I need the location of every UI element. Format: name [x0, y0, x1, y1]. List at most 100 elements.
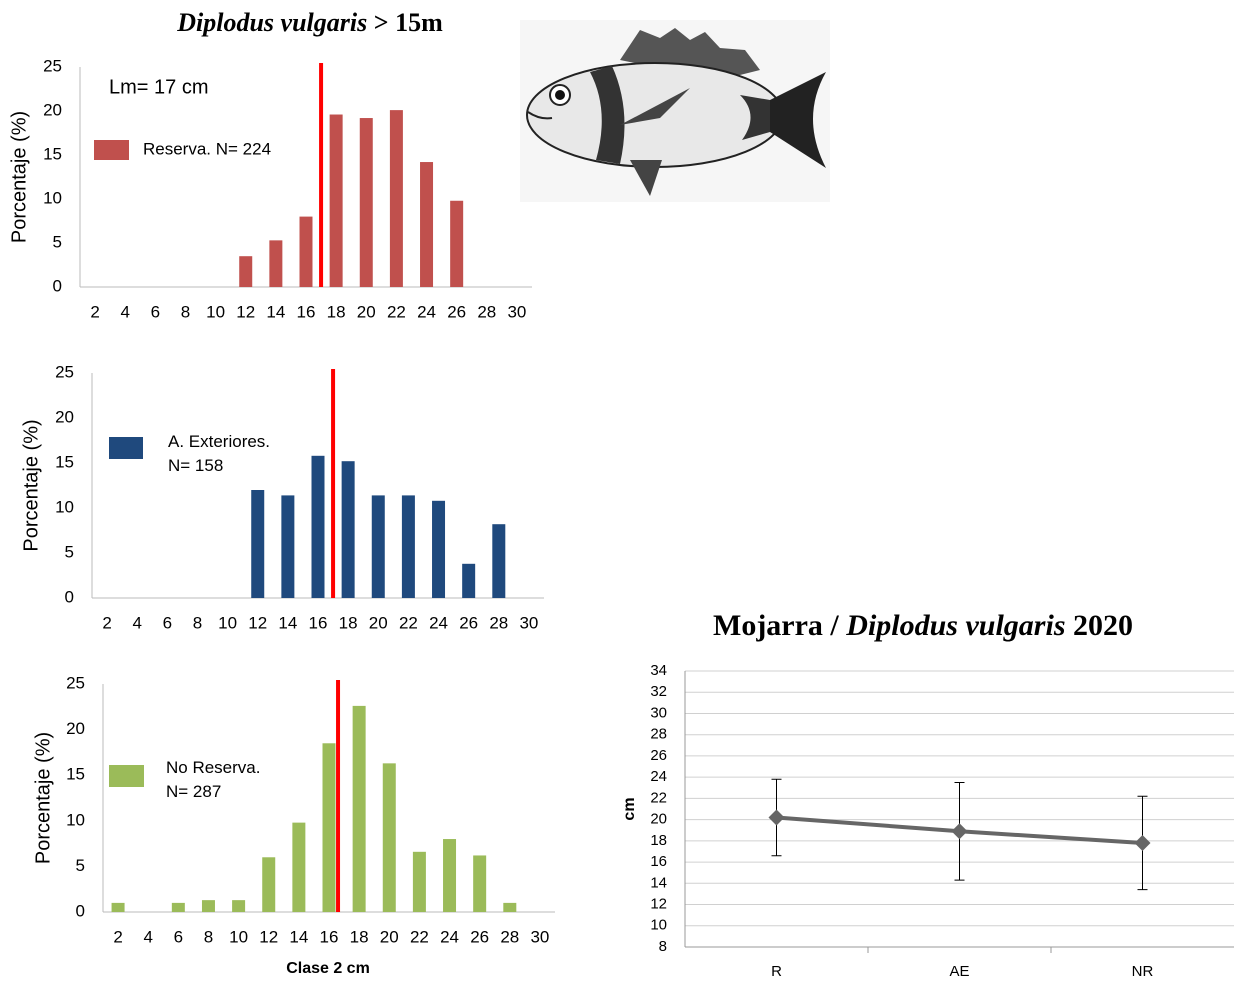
x-tick-label: 10: [218, 613, 237, 632]
x-tick-label: 26: [459, 613, 478, 632]
y-tick-label: 25: [43, 56, 62, 75]
x-tick-label: NR: [1132, 963, 1154, 980]
fish-illustration: [520, 20, 830, 202]
bar: [322, 743, 336, 912]
y-tick-label: 20: [55, 407, 74, 426]
y-tick-label: 18: [650, 832, 667, 849]
x-tick-label: 20: [357, 302, 376, 321]
y-tick-label: 0: [53, 276, 62, 295]
y-tick-label: 15: [43, 144, 62, 163]
x-tick-label: 20: [369, 613, 388, 632]
x-tick-label: 10: [206, 302, 225, 321]
y-tick-label: 32: [650, 683, 667, 700]
title-part: Diplodus vulgaris: [845, 609, 1065, 642]
x-tick-label: 10: [229, 927, 248, 946]
y-tick-label: 20: [650, 811, 667, 828]
y-tick-label: 0: [65, 587, 74, 606]
x-tick-label: 18: [339, 613, 358, 632]
y-tick-label: 15: [66, 765, 85, 784]
x-tick-label: 22: [399, 613, 418, 632]
bar: [171, 902, 185, 912]
x-tick-label: 22: [410, 927, 429, 946]
x-tick-label: 14: [278, 613, 297, 632]
y-tick-label: 10: [43, 188, 62, 207]
y-tick-label: 30: [650, 704, 667, 721]
x-tick-label: R: [771, 963, 782, 980]
x-tick-label: 26: [470, 927, 489, 946]
bar: [269, 240, 283, 287]
y-axis-label: Porcentaje (%): [8, 111, 30, 243]
bar: [251, 490, 265, 598]
bar: [281, 495, 295, 598]
bar: [359, 118, 373, 287]
x-tick-label: 8: [193, 613, 202, 632]
x-tick-label: 30: [530, 927, 549, 946]
bar: [341, 461, 355, 598]
y-tick-label: 22: [650, 789, 667, 806]
x-tick-label: 18: [327, 302, 346, 321]
y-tick-label: 25: [66, 673, 85, 692]
title-part: Diplodus vulgaris: [176, 8, 367, 37]
y-tick-label: 0: [76, 901, 85, 920]
bar: [311, 455, 325, 598]
bar: [239, 256, 253, 287]
y-axis-label: cm: [621, 797, 638, 820]
y-tick-label: 25: [55, 362, 74, 381]
y-tick-label: 28: [650, 726, 667, 743]
y-tick-label: 16: [650, 853, 667, 870]
x-tick-label: 30: [519, 613, 538, 632]
x-tick-label: 24: [417, 302, 436, 321]
x-tick-label: 4: [143, 927, 152, 946]
y-tick-label: 5: [65, 542, 74, 561]
bar: [111, 902, 125, 912]
y-tick-label: 5: [53, 232, 62, 251]
bar: [450, 200, 464, 287]
bar: [389, 110, 403, 288]
bar: [292, 822, 306, 912]
title-part: 2020: [1073, 609, 1133, 642]
annotation: Lm= 17 cm: [109, 76, 208, 98]
x-axis-label: Clase 2 cm: [286, 960, 370, 977]
y-axis-label: Porcentaje (%): [20, 419, 42, 551]
y-tick-label: 10: [66, 810, 85, 829]
bar: [299, 216, 313, 287]
y-tick-label: 14: [650, 874, 667, 891]
y-tick-label: 12: [650, 896, 667, 913]
y-tick-label: 5: [76, 856, 85, 875]
chart-title: Mojarra / Diplodus vulgaris 2020: [713, 609, 1133, 642]
legend-swatch: [109, 437, 143, 459]
x-tick-label: 16: [297, 302, 316, 321]
x-tick-label: 4: [132, 613, 141, 632]
y-axis-label: Porcentaje (%): [32, 732, 54, 864]
x-tick-label: 6: [163, 613, 172, 632]
x-tick-label: 16: [309, 613, 328, 632]
legend-label: No Reserva. N= 287: [166, 758, 260, 801]
x-tick-label: 20: [380, 927, 399, 946]
x-tick-label: 28: [489, 613, 508, 632]
x-tick-label: 12: [236, 302, 255, 321]
bar: [462, 563, 476, 598]
x-tick-label: 6: [151, 302, 160, 321]
title-part: > 15m: [374, 8, 443, 37]
bar: [201, 900, 215, 912]
bar: [503, 902, 517, 912]
x-tick-label: 24: [429, 613, 448, 632]
bar: [232, 900, 246, 912]
chart-title: Diplodus vulgaris > 15m: [176, 8, 443, 37]
y-tick-label: 15: [55, 452, 74, 471]
legend-label: A. Exteriores. N= 158: [168, 432, 270, 475]
marker: [951, 823, 968, 840]
bar: [443, 839, 457, 912]
legend-swatch: [109, 765, 144, 787]
y-tick-label: 24: [650, 768, 667, 785]
x-tick-label: 30: [507, 302, 526, 321]
x-tick-label: 28: [500, 927, 519, 946]
y-tick-label: 20: [66, 719, 85, 738]
y-tick-label: 26: [650, 747, 667, 764]
bar: [401, 495, 415, 598]
x-tick-label: 16: [320, 927, 339, 946]
x-tick-label: 12: [259, 927, 278, 946]
x-tick-label: 14: [266, 302, 285, 321]
x-tick-label: 18: [350, 927, 369, 946]
